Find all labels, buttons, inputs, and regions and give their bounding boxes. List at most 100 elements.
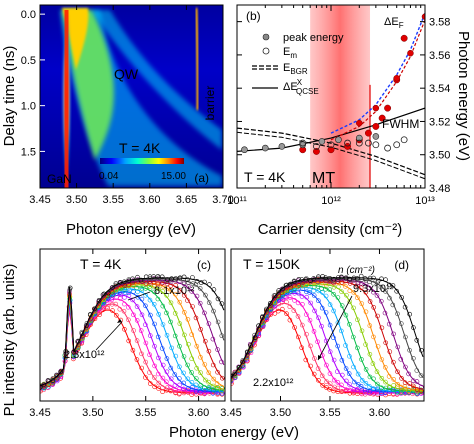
ebgr-curve xyxy=(237,127,425,176)
peak-energy-point-grey xyxy=(299,141,307,149)
spectrum-point xyxy=(375,278,381,284)
spectrum-point xyxy=(197,300,203,306)
spectrum-point xyxy=(335,295,341,300)
spectrum-point xyxy=(379,385,384,391)
spectrum-point xyxy=(287,304,293,310)
spectrum-point xyxy=(339,357,345,363)
peak-energy-point xyxy=(327,146,335,154)
spectrum-point xyxy=(147,274,153,280)
spectrum-point xyxy=(347,382,352,387)
x-tick-label: 10¹³ xyxy=(415,195,435,207)
spectrum-point xyxy=(152,343,157,349)
spectrum-point xyxy=(206,379,211,385)
spectrum-point xyxy=(134,338,140,343)
spectrum-point xyxy=(118,292,124,298)
spectrum-point xyxy=(181,386,187,392)
spectrum-point xyxy=(300,302,305,307)
y-tick-label: 0.5 xyxy=(21,55,36,67)
spectrum-point xyxy=(327,381,333,387)
spectrum-point xyxy=(358,273,364,279)
spectrum-point xyxy=(177,321,183,326)
spectrum-point xyxy=(359,328,365,334)
spectrum-point xyxy=(303,312,309,317)
x-axis-label-b: Carrier density (cm⁻²) xyxy=(258,221,403,238)
spectrum-point xyxy=(92,306,97,312)
spectrum-point xyxy=(390,302,396,308)
spectrum-point xyxy=(172,382,178,388)
panel-c: 3.45 3.50 3.55 3.60 T = 4K (c) 8.1x10¹² 2.3… xyxy=(1,248,226,419)
spectrum-point xyxy=(159,274,165,280)
spectrum-point xyxy=(362,276,368,281)
spectrum-point xyxy=(198,354,203,360)
spectrum-point xyxy=(374,381,380,387)
spectrum-point xyxy=(131,312,136,318)
spectrum-point xyxy=(379,375,385,381)
spectrum-point xyxy=(355,280,361,286)
spectrum-point xyxy=(122,279,127,285)
spectrum-point xyxy=(41,382,47,387)
spectrum-point xyxy=(411,325,416,330)
spectrum-point xyxy=(418,373,424,378)
spectrum-point xyxy=(403,364,408,370)
title-c: T = 4K xyxy=(80,256,122,272)
spectrum-point xyxy=(371,334,376,340)
spectrum-point xyxy=(215,319,221,325)
spectrum-point xyxy=(244,349,250,355)
spectrum-point xyxy=(177,343,182,349)
spectrum-point xyxy=(202,385,207,391)
peak-energy-point xyxy=(378,114,386,122)
spectrum-point xyxy=(312,356,317,361)
x-tick-label: 3.60 xyxy=(139,194,160,206)
spectrum-point xyxy=(323,293,329,299)
spectrum-point xyxy=(59,368,64,374)
spectrum-point xyxy=(206,384,212,390)
spectrum-point xyxy=(159,346,165,351)
spectrum-point xyxy=(173,353,179,359)
spectrum-point xyxy=(315,366,321,371)
spectrum-point xyxy=(190,275,195,280)
spectrum-point xyxy=(319,305,325,311)
spectrum-point xyxy=(320,383,326,388)
spectrum-point xyxy=(143,281,149,286)
spectrum-point xyxy=(63,348,69,354)
spectrum-point xyxy=(343,366,349,371)
spectrum-point xyxy=(387,295,392,301)
spectrum-point xyxy=(220,375,225,381)
spectrum-point xyxy=(395,311,400,317)
spectrum-point xyxy=(160,322,166,327)
spectrum-point xyxy=(311,276,316,281)
spectrum-point xyxy=(398,356,404,362)
panel-label-a: (a) xyxy=(194,171,209,185)
spectrum-point xyxy=(411,356,416,361)
x-tick-label: 3.55 xyxy=(102,194,123,206)
spectrum-point xyxy=(351,305,356,311)
spectrum-point xyxy=(379,357,385,362)
spectrum-point xyxy=(168,319,173,325)
spectrum-point xyxy=(267,300,273,306)
peak-energy-point xyxy=(364,129,372,137)
spectrum-point xyxy=(127,288,132,294)
spectrum-point xyxy=(147,286,153,291)
spectrum-point xyxy=(169,345,174,351)
y-axis-label-cd: PL intensity (arb. units) xyxy=(1,264,18,417)
spectrum-point xyxy=(148,381,153,386)
spectrum-point xyxy=(335,380,341,385)
spectrum-point xyxy=(50,378,56,383)
spectrum-point xyxy=(390,283,396,288)
spectrum-point xyxy=(358,285,364,291)
spectrum-point xyxy=(367,351,373,357)
spectrum-point xyxy=(347,321,352,327)
spectrum-point xyxy=(399,376,404,381)
spectrum-point xyxy=(206,348,212,354)
spectrum-point xyxy=(126,317,131,323)
spectrum-point xyxy=(177,376,182,381)
spectrum-point xyxy=(323,281,329,287)
spectrum-point xyxy=(284,311,289,317)
spectrum-point xyxy=(316,288,321,294)
spectrum-point xyxy=(358,383,364,389)
x-tick-label: 3.50 xyxy=(66,194,87,206)
spectrum-point xyxy=(143,375,148,380)
spectrum-point xyxy=(152,375,157,380)
spectrum-point xyxy=(231,376,234,382)
spectrum-point xyxy=(173,282,178,288)
